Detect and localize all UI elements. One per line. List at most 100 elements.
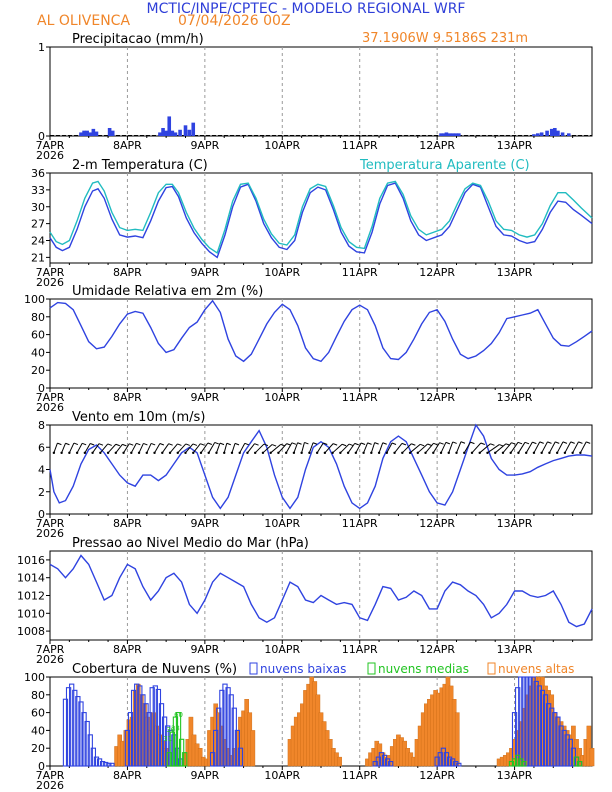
wind-barb	[169, 443, 178, 454]
panel-title: Cobertura de Nuvens (%)	[72, 662, 237, 677]
precip-bar	[91, 128, 96, 136]
y-tick-label: 1008	[17, 625, 45, 638]
cloud-bar-mid	[511, 758, 518, 767]
cloud-bar-low	[106, 762, 112, 767]
y-tick-label: 33	[31, 184, 45, 197]
series-line	[49, 554, 593, 628]
wind-barb-flag	[168, 443, 173, 446]
precip-bar	[532, 134, 536, 136]
cloud-data-label: 23	[171, 724, 180, 732]
panel-title: Umidade Relativa em 2m (%)	[72, 284, 263, 299]
wind-barb-dot	[486, 451, 489, 455]
wind-barb-flag	[341, 443, 347, 447]
model-title: MCTIC/INPE/CPTEC - MODELO REGIONAL WRF	[147, 1, 466, 17]
wind-barb-dot	[253, 451, 257, 455]
cloud-data-label: 60	[174, 711, 183, 719]
wind-barb	[200, 442, 209, 454]
cloud-bar-low	[149, 687, 155, 767]
legend-label: nuvens medias	[378, 662, 469, 676]
wind-barb	[192, 443, 201, 454]
cloud-bar-low	[527, 676, 533, 767]
wind-barb-flag	[263, 443, 269, 447]
x-tick-label: 9APR	[190, 643, 219, 656]
y-tick-label: 1016	[17, 554, 45, 567]
precip-bar	[88, 132, 93, 136]
cloud-bar-low	[384, 758, 391, 767]
wind-barb	[479, 443, 491, 454]
wind-barb-flag	[348, 443, 354, 447]
wind-barb	[347, 443, 356, 454]
x-tick-label: 13APR	[497, 643, 533, 656]
cloud-bar-low	[381, 754, 388, 767]
wind-barb-flag	[122, 443, 127, 447]
cloud-bar-low	[134, 683, 140, 767]
wind-barb-flag	[555, 441, 560, 444]
cloud-bar-low	[69, 683, 75, 767]
wind-barb	[107, 443, 117, 454]
wind-barb-flag	[98, 443, 104, 446]
cloud-bar-low	[561, 729, 567, 767]
wind-barb-dot	[478, 451, 481, 455]
wind-barb-flag	[90, 443, 95, 446]
y-tick-label: 0	[38, 382, 45, 395]
cloud-bar-low	[536, 685, 542, 767]
panel-title: Precipitacao (mm/h)	[72, 32, 204, 47]
x-tick-label: 11APR	[342, 517, 378, 530]
location-label: AL OLIVENCA	[37, 13, 130, 29]
cloud-bar-low	[72, 689, 78, 767]
wind-barb-flag	[480, 442, 485, 445]
precip-bar	[457, 133, 461, 136]
wind-barb	[471, 442, 482, 454]
wind-barb	[161, 443, 170, 454]
panel-title: Pressao ao Nivel Medio do Mar (hPa)	[72, 536, 309, 551]
wind-barb	[525, 441, 533, 454]
wind-barb-flag	[360, 442, 366, 445]
wind-barb	[154, 443, 161, 454]
cloud-bar-mid	[182, 752, 188, 767]
wind-barb-flag	[244, 442, 249, 446]
x-tick-label: 10APR	[264, 643, 300, 656]
wind-barb-dot	[370, 451, 373, 455]
wind-barb	[61, 443, 66, 453]
x-tick-label: 13APR	[497, 266, 533, 279]
x-tick-label: 12APR	[419, 266, 455, 279]
x-tick-label: 10APR	[264, 517, 300, 530]
wind-barb-flag	[547, 441, 552, 444]
wind-barb-dot	[408, 451, 412, 455]
wind-barb	[185, 443, 194, 454]
cloud-bar-low	[109, 762, 115, 767]
cloud-bar-low	[161, 716, 168, 767]
cloud-bar-low	[140, 694, 146, 767]
wind-barb-flag	[578, 441, 583, 444]
wind-barb	[262, 444, 273, 454]
cloud-bar-low	[130, 689, 137, 767]
precip-bar	[453, 133, 458, 136]
wind-barb	[53, 442, 58, 453]
wind-barb	[84, 443, 91, 454]
wind-barb-dot	[137, 451, 141, 455]
precip-bar	[191, 122, 196, 136]
y-tick-label: 1014	[17, 572, 45, 585]
wind-barb-dot	[300, 451, 303, 455]
precip-bar	[444, 132, 449, 136]
wind-barb-flag	[280, 443, 285, 447]
cloud-bar-low	[65, 687, 72, 767]
wind-barb-flag	[150, 442, 156, 446]
wind-barb	[115, 444, 123, 454]
wind-barb	[293, 442, 299, 453]
wind-barb-dot	[99, 451, 102, 455]
precip-bar	[79, 132, 83, 136]
cloud-bar-mid	[508, 760, 515, 767]
wind-barb-flag	[470, 441, 475, 445]
y-tick-label: 20	[31, 364, 45, 377]
wind-barb	[425, 443, 434, 454]
wind-barb-dot	[447, 451, 450, 455]
y-tick-label: 0	[38, 508, 45, 521]
wind-barb-flag	[532, 441, 537, 445]
cloud-bar-low	[78, 701, 84, 767]
wind-barb-flag	[200, 443, 205, 446]
precip-bar	[167, 116, 172, 136]
panel-rh: 0 20 40 60 80 100 7APR 8APR 9APR 10APR 11APR 12APR 1…	[24, 284, 593, 414]
